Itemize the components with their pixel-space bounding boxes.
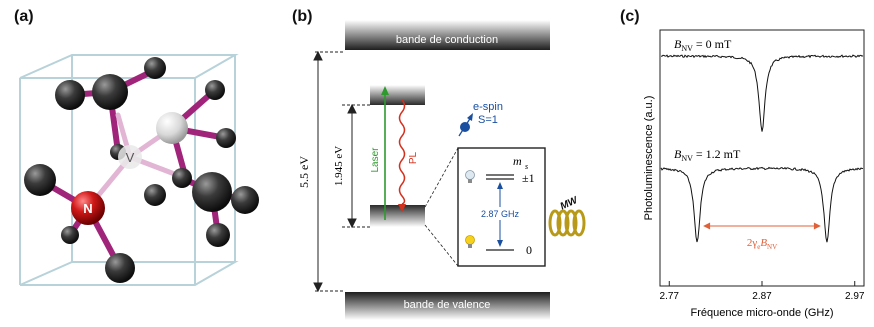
bottom-curve-label: BNV = 1.2 mT [674,147,741,163]
gap-energy-label: 5.5 eV [297,156,311,188]
gap-arrow [313,50,345,293]
spin-value-label: S=1 [478,114,498,126]
vacancy-label: V [126,150,135,165]
pl-label: PL [408,151,419,164]
energy-level-diagram: bande de conduction bande de valence 5.5… [297,20,586,320]
nitrogen-atom [71,191,105,225]
laser-label: Laser [370,147,381,173]
split-label: 2γeBNV [747,237,777,251]
zoom-lines [424,147,459,267]
panel-c-label: (c) [620,8,640,25]
ms-label: m [513,154,522,168]
series-line-1.2mT [660,166,864,243]
panel-b-energy-diagram: (b) bande de conduction bande d [270,0,590,322]
splitting-label-bg [475,207,525,220]
valence-band-label: bande de valence [404,299,491,311]
panel-a-label: (a) [14,8,34,25]
bright-bulb-icon [465,235,475,248]
laser-arrow [381,86,389,220]
ground-level [370,205,425,227]
level-pm1-label: ±1 [522,171,535,185]
excited-level [370,85,425,105]
odmr-chart: Photoluminescence (a.u.) Fréquence micro… [643,29,865,319]
series-line-0mT [660,54,864,132]
level-0-label: 0 [526,243,532,257]
carbon-atoms [24,57,259,283]
top-curve-label: BNV = 0 mT [674,37,732,53]
conduction-band [345,20,550,50]
conduction-band-label: bande de conduction [396,34,498,46]
x-tick-label: 2.87 [752,291,772,302]
microwave-coil-icon [548,209,586,237]
vacancy-atom [118,145,142,169]
x-tick-label: 2.77 [660,291,680,302]
spin-icon [458,113,473,137]
carbon-atom-light [156,112,188,144]
dim-bulb-icon [465,170,475,183]
zpl-energy-label: 1.945 eV [333,146,345,186]
split-arrow [703,222,821,230]
valence-band [345,292,550,320]
x-tick-label: 2.97 [845,291,865,302]
zpl-arrow [342,103,370,229]
nitrogen-label: N [83,201,92,216]
y-axis-label: Photoluminescence (a.u.) [643,96,655,221]
panel-c-odmr-spectrum: (c) Photoluminescence (a.u.) Fréquence m… [590,0,874,322]
pl-arrow [398,99,406,212]
espin-label: e-spin [473,101,503,113]
panel-a-crystal-structure: (a) [0,0,270,322]
x-axis-label: Fréquence micro-onde (GHz) [690,307,833,319]
ms-sub: s [525,162,528,171]
x-ticks: 2.77 2.87 2.97 [660,281,865,302]
nv-lattice-diagram: V N [19,54,259,286]
panel-b-label: (b) [292,8,313,25]
splitting-label: 2.87 GHz [481,209,520,219]
